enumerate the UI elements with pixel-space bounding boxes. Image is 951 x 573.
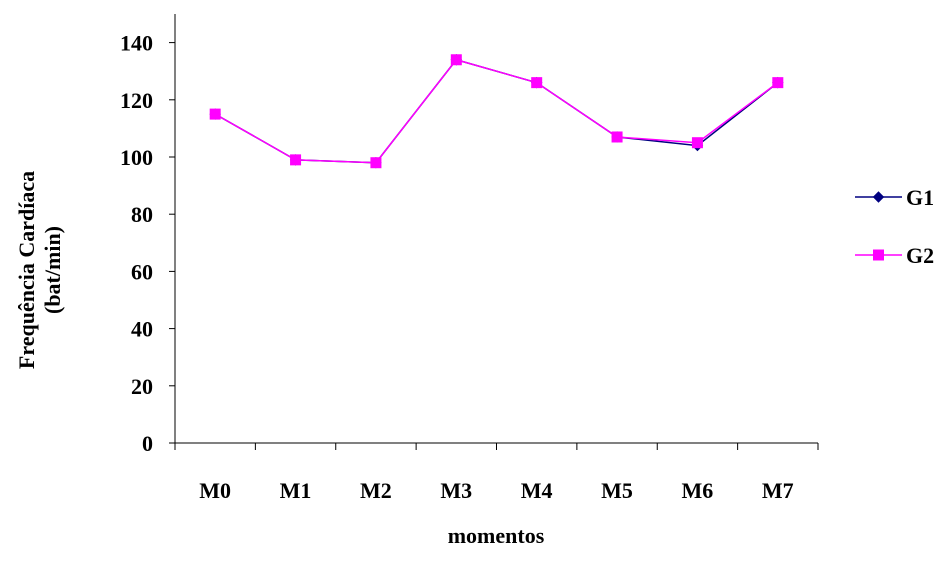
x-tick-label: M5 [601,478,633,503]
plot-area [174,14,818,444]
legend-label: G2 [906,243,934,268]
series-g2-point [772,77,784,89]
y-tick-label: 20 [131,374,153,399]
x-tick-label: M1 [280,478,312,503]
series-g2 [209,54,784,169]
legend: G1 G2 [855,185,934,268]
x-axis-ticks: M0 M1 M2 M3 M4 M5 M6 M7 [174,443,819,503]
x-tick-label: M7 [762,478,794,503]
x-tick-label: M3 [440,478,472,503]
series-g2-line [214,58,779,164]
y-tick-label: 100 [120,145,153,170]
legend-item-g1: G1 [855,185,934,210]
x-tick-label: M0 [199,478,231,503]
x-tick-label: M6 [682,478,714,503]
y-axis-title-line-2: (bat/min) [40,226,65,314]
y-tick-label: 140 [120,31,153,56]
series-g2-point [531,77,543,89]
y-axis-ticks: 0 20 40 60 80 100 120 140 [120,31,175,456]
y-tick-label: 40 [131,317,153,342]
x-tick-label: M4 [521,478,553,503]
legend-swatch-marker [873,249,884,261]
y-tick-label: 80 [131,202,153,227]
legend-swatch-marker [872,191,885,203]
series-group [209,54,784,169]
x-axis-title: momentos [448,523,545,548]
series-g2-point [450,54,462,66]
legend-label: G1 [906,185,934,210]
y-tick-label: 0 [142,431,153,456]
series-g2-point [691,137,703,149]
series-g2-point [370,157,382,169]
legend-item-g2: G2 [855,243,934,268]
series-g2-point [209,108,221,120]
y-tick-label: 120 [120,88,153,113]
y-axis-subtitle: (bat/min) [40,226,65,314]
y-axis-title: Frequência Cardíaca [14,171,39,369]
y-axis-title-line-1: Frequência Cardíaca [14,171,39,369]
y-tick-label: 60 [131,259,153,284]
series-g2-point [290,154,302,166]
series-g2-point [611,131,623,143]
x-tick-label: M2 [360,478,392,503]
